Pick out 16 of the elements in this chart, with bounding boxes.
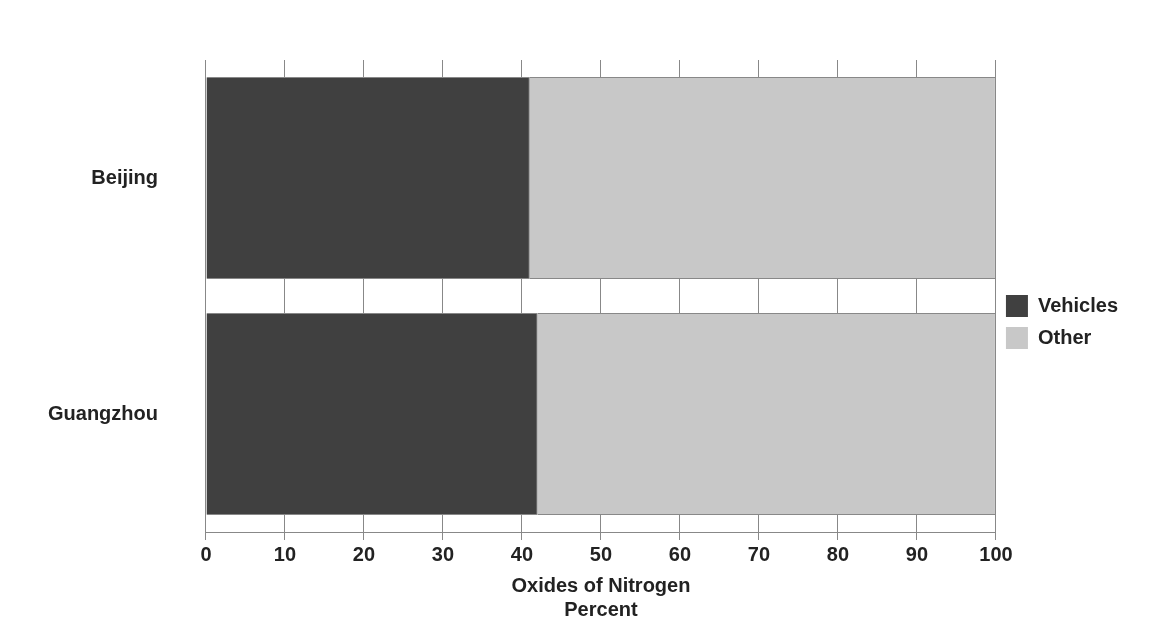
x-tick-label: 60 bbox=[668, 542, 692, 565]
legend-label: Other bbox=[1037, 325, 1092, 348]
x-tick-label: 70 bbox=[747, 542, 771, 565]
x-tick-label: 80 bbox=[826, 542, 850, 565]
x-tick-label: 20 bbox=[352, 542, 376, 565]
x-tick-label: 40 bbox=[510, 542, 534, 565]
y-tick-label: Guangzhou bbox=[48, 401, 158, 424]
x-tick-label: 30 bbox=[431, 542, 455, 565]
x-tick-label: 90 bbox=[905, 542, 929, 565]
x-tick-label: 100 bbox=[979, 542, 1013, 565]
x-tick-label: 50 bbox=[589, 542, 613, 565]
y-tick-label: Beijing bbox=[91, 165, 158, 188]
legend-label: Vehicles bbox=[1037, 293, 1118, 316]
x-axis-title: Oxides of Nitrogen Percent bbox=[511, 573, 691, 620]
x-tick-label: 0 bbox=[200, 542, 212, 565]
x-tick-label: 10 bbox=[273, 542, 297, 565]
